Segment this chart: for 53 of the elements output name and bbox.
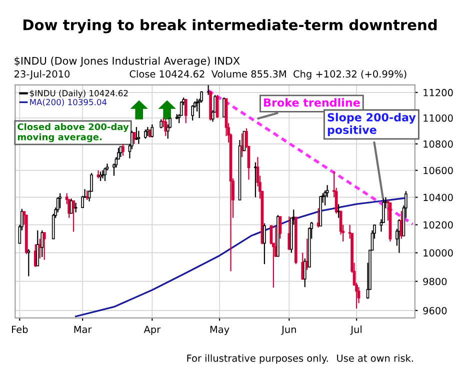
candlestick — [42, 232, 46, 260]
legend-label: $INDU (Daily) 10424.62 — [30, 90, 128, 98]
x-tick-label: Feb — [12, 326, 28, 334]
candlestick — [206, 84, 210, 96]
annotation: Broke trendline — [264, 98, 360, 107]
text: Use at own risk. — [337, 354, 413, 362]
x-tick-label: May — [210, 326, 230, 335]
candlestick — [303, 258, 306, 288]
candlestick — [144, 129, 147, 140]
candlestick — [40, 230, 44, 258]
candlestick — [86, 190, 88, 201]
candlestick — [242, 130, 246, 152]
candlestick — [160, 118, 163, 129]
candlestick — [150, 124, 154, 138]
candlestick — [191, 104, 194, 122]
x-tick-label: Jun — [281, 326, 296, 335]
y-tick-label: 10200 — [424, 221, 453, 229]
candlestick — [222, 96, 226, 118]
legend-label: MA(200) 10395.04 — [30, 98, 107, 106]
text: Close 10424.62 Volume 855.3M Chg +102.32 (+0.99%) — [130, 70, 406, 80]
x-tick-label: Mar — [74, 326, 92, 334]
y-tick-label: 10400 — [424, 194, 453, 202]
text: 23-Jul-2010 — [14, 70, 70, 80]
candlestick — [216, 94, 219, 118]
candlestick — [27, 248, 30, 277]
y-tick-label: 11000 — [424, 114, 453, 122]
y-tick-label: 9600 — [423, 306, 447, 314]
y-tick-label: 9800 — [423, 278, 447, 286]
annotation: Slope 200-day positive — [328, 112, 416, 136]
candlestick — [72, 200, 75, 232]
text: For illustrative purposes only. — [187, 354, 328, 364]
candlestick — [58, 192, 62, 209]
candlestick — [164, 118, 168, 137]
candlestick — [400, 210, 403, 240]
candlestick — [122, 143, 124, 156]
y-tick-label: 10800 — [424, 140, 453, 148]
y-tick-label: 10600 — [424, 166, 453, 174]
x-tick-label: Apr — [144, 326, 161, 335]
chart-subtitle: $INDU (Dow Jones Industrial Average) INDX — [14, 56, 240, 67]
candlestick — [254, 162, 257, 198]
candlestick — [263, 222, 266, 265]
candlestick — [36, 230, 40, 266]
annotation: Closed above 200-day moving average. — [18, 123, 129, 142]
x-tick-label: Jul — [350, 326, 362, 335]
candlestick — [135, 126, 138, 141]
candlestick — [278, 216, 282, 240]
chart-title: Dow trying to break intermediate-term downtrend — [24, 19, 437, 34]
candlestick — [137, 130, 140, 144]
candlestick — [99, 171, 102, 182]
candlestick — [74, 202, 78, 213]
y-tick-label: 10000 — [424, 249, 453, 257]
y-tick-label: 11200 — [424, 88, 453, 96]
candlestick — [104, 167, 106, 182]
